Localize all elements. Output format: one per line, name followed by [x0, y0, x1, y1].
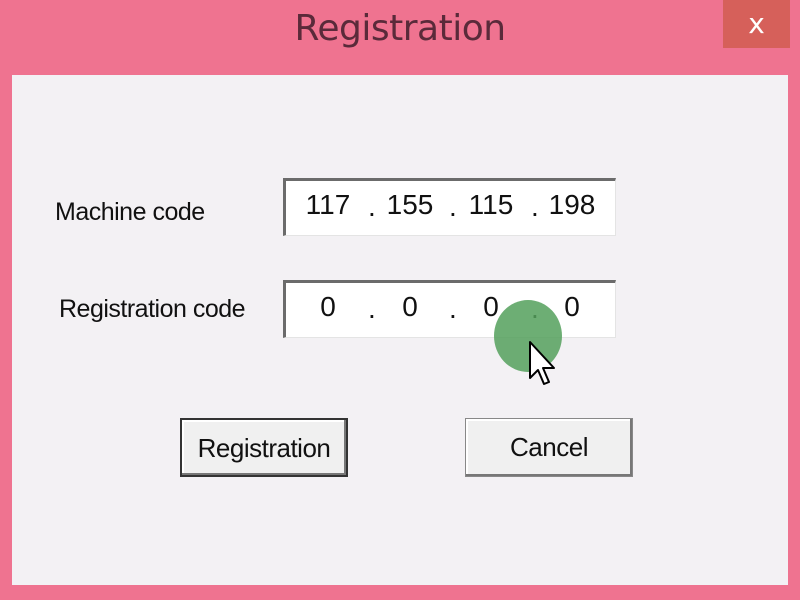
arrow-pointer-icon: [529, 341, 555, 385]
click-highlight: [494, 300, 562, 372]
machine-code-octet-4[interactable]: 198: [548, 189, 596, 220]
registration-code-label: Registration code: [59, 295, 246, 323]
close-button[interactable]: x: [723, 0, 790, 48]
registration-code-octet-2[interactable]: 0: [402, 291, 418, 322]
registration-code-octet-3[interactable]: 0: [483, 291, 499, 322]
separator: .: [531, 191, 539, 222]
registration-code-octet-4[interactable]: 0: [564, 291, 580, 322]
registration-code-field[interactable]: 0 . 0 . 0 . 0: [283, 280, 616, 338]
window-title: Registration: [294, 8, 506, 49]
machine-code-label: Machine code: [55, 198, 205, 226]
machine-code-octet-2[interactable]: 155: [386, 189, 434, 220]
separator: .: [368, 293, 376, 324]
machine-code-field[interactable]: 117 . 155 . 115 . 198: [283, 178, 616, 236]
cancel-button[interactable]: Cancel: [465, 418, 633, 477]
registration-code-octet-1[interactable]: 0: [320, 291, 336, 322]
separator: .: [449, 191, 457, 222]
machine-code-octet-3[interactable]: 115: [468, 189, 514, 220]
registration-button[interactable]: Registration: [180, 418, 348, 477]
separator: .: [449, 293, 457, 324]
separator: .: [368, 191, 376, 222]
machine-code-octet-1[interactable]: 117: [305, 189, 351, 220]
